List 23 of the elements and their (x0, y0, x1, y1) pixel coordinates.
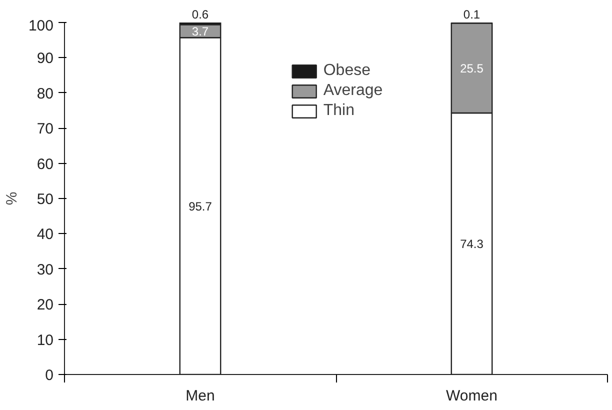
legend-label: Obese (323, 62, 370, 80)
y-tick-label: 60 (36, 156, 54, 173)
y-tick-label: 10 (36, 332, 54, 349)
y-tick-label: 80 (36, 85, 54, 102)
y-axis-title: % (3, 192, 20, 206)
y-tick-label: 0 (45, 367, 54, 384)
x-tick-label: Men (186, 388, 215, 404)
data-label: 74.3 (460, 237, 484, 252)
y-tick-label: 20 (36, 296, 54, 314)
y-tick-label: 100 (28, 18, 54, 34)
data-label: 95.7 (188, 200, 212, 214)
y-tick-label: 50 (36, 191, 54, 208)
y-tick-label: 30 (36, 261, 54, 278)
data-label: 25.5 (460, 62, 484, 76)
legend-label: Average (323, 82, 383, 100)
y-tick-label: 70 (36, 120, 54, 138)
data-label: 0.1 (463, 8, 480, 22)
x-tick-label: Women (446, 388, 498, 404)
data-label: 0.6 (192, 8, 209, 22)
legend-label: Thin (323, 102, 354, 120)
y-tick-label: 40 (36, 226, 54, 244)
data-label: 3.7 (192, 24, 209, 39)
y-tick-label: 90 (36, 50, 54, 68)
